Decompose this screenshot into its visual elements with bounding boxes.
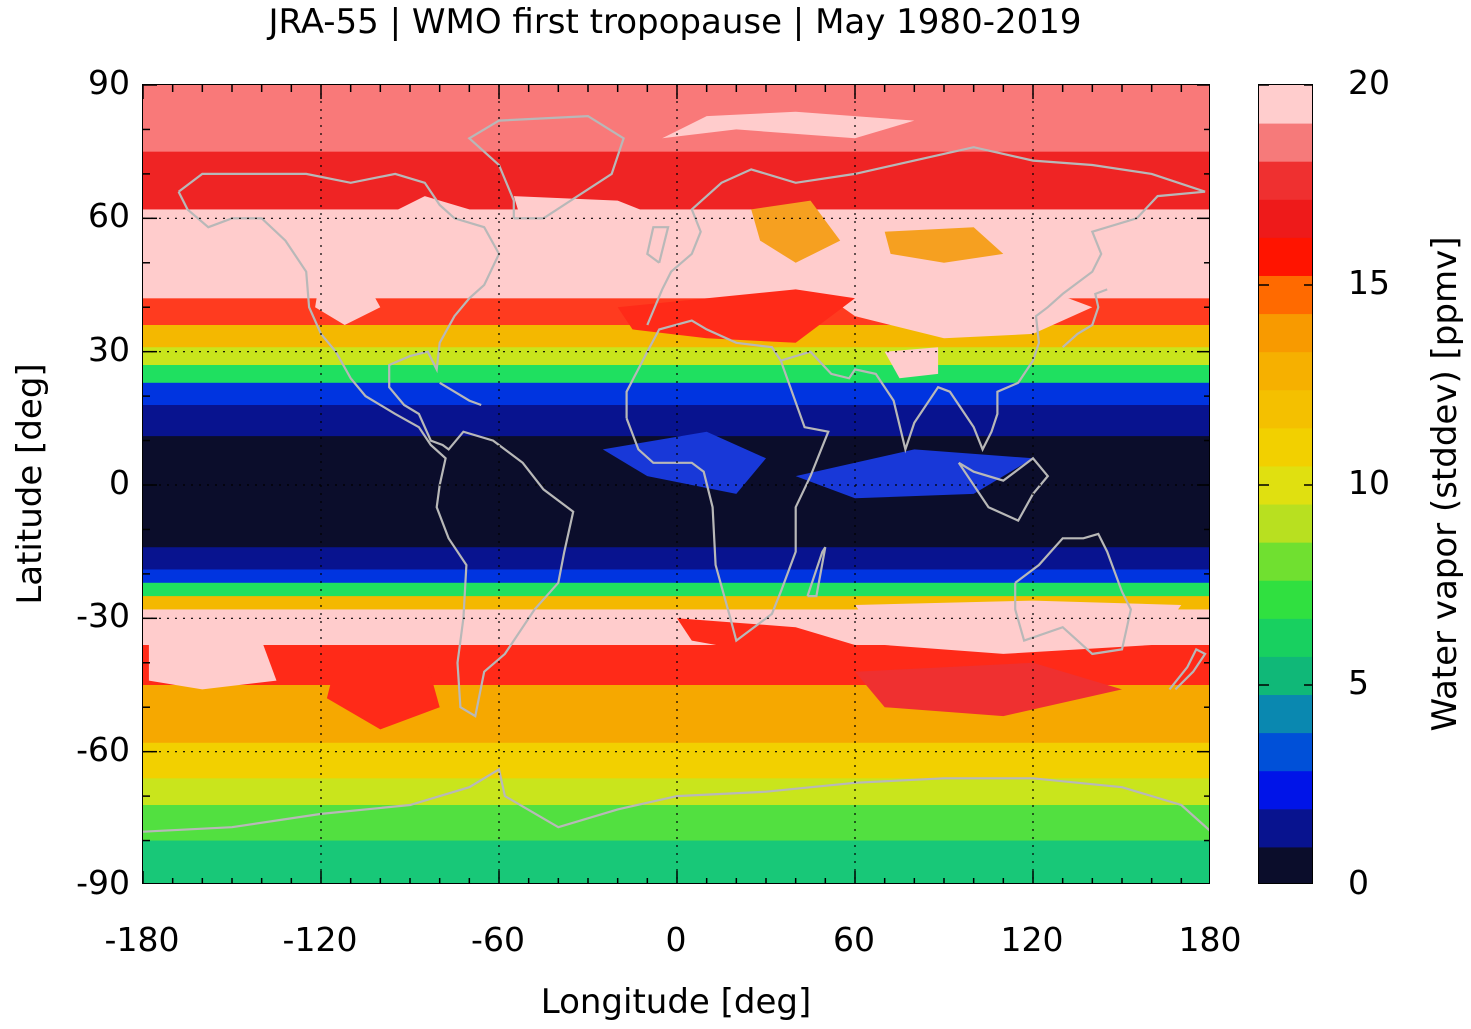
colorbar-segment-8 bbox=[1259, 542, 1312, 581]
field-blob-12 bbox=[677, 618, 855, 654]
coastline-10 bbox=[143, 767, 1209, 833]
field-blob-2 bbox=[315, 271, 381, 325]
y-tick-label: -90 bbox=[76, 863, 130, 902]
colorbar-segment-15 bbox=[1259, 275, 1312, 315]
field-blob-0 bbox=[380, 196, 499, 281]
colorbar-segment-6 bbox=[1259, 618, 1312, 657]
field-blob-3 bbox=[810, 280, 1093, 339]
x-tick-label: 0 bbox=[665, 920, 687, 959]
map-svg bbox=[143, 85, 1209, 883]
colorbar-segment-17 bbox=[1259, 199, 1312, 238]
lat-band-11 bbox=[143, 569, 1209, 584]
coastline-0 bbox=[177, 172, 575, 718]
field-blob-14 bbox=[855, 600, 1182, 654]
field-blob-6 bbox=[751, 200, 841, 263]
colorbar-segment-12 bbox=[1259, 389, 1312, 429]
colorbar-tick-label: 5 bbox=[1348, 663, 1369, 702]
x-tick-label: -180 bbox=[104, 920, 180, 959]
coastline-5 bbox=[806, 546, 827, 598]
colorbar-segment-9 bbox=[1259, 504, 1312, 543]
field-blob-11 bbox=[326, 653, 440, 730]
chart-title: JRA-55 | WMO first tropopause | May 1980… bbox=[268, 2, 1082, 42]
colorbar-segment-2 bbox=[1259, 770, 1312, 810]
coastline-7 bbox=[957, 456, 1050, 523]
colorbar-segment-5 bbox=[1259, 656, 1312, 696]
colorbar-segment-4 bbox=[1259, 694, 1312, 734]
y-tick-label: -60 bbox=[76, 729, 130, 769]
colorbar-tick-label: 15 bbox=[1348, 263, 1390, 302]
field-blob-5 bbox=[884, 347, 939, 379]
colorbar-segment-7 bbox=[1259, 580, 1312, 619]
field-blob-15 bbox=[855, 662, 1122, 717]
y-tick-label: 90 bbox=[88, 63, 130, 102]
colorbar-segment-14 bbox=[1259, 313, 1312, 353]
y-tick-label: 30 bbox=[88, 329, 130, 369]
lat-band-8 bbox=[143, 405, 1209, 437]
coastline-4 bbox=[780, 190, 1206, 454]
colorbar-tick-label: 20 bbox=[1348, 63, 1390, 102]
lat-band-1 bbox=[143, 151, 1209, 210]
colorbar-segment-20 bbox=[1259, 85, 1312, 124]
x-tick-label: 60 bbox=[833, 920, 875, 959]
colorbar-tick-label: 10 bbox=[1348, 463, 1390, 502]
colorbar-segment-19 bbox=[1259, 123, 1312, 162]
coastline-8 bbox=[1061, 288, 1108, 349]
field-blob-13 bbox=[148, 640, 277, 690]
grid-lines bbox=[143, 85, 1209, 883]
y-axis-label: Latitude [deg] bbox=[10, 363, 50, 605]
coastline-9 bbox=[1168, 647, 1207, 691]
colorbar-segment-1 bbox=[1259, 808, 1312, 848]
x-tick-label: 120 bbox=[1000, 920, 1064, 959]
field-blob-7 bbox=[884, 227, 1004, 263]
y-tick-label: 60 bbox=[88, 196, 130, 236]
colorbar-segment-0 bbox=[1259, 846, 1312, 883]
lat-band-6 bbox=[143, 365, 1209, 384]
tick-marks bbox=[143, 85, 1209, 883]
colorbar-svg bbox=[1259, 85, 1312, 883]
coastline-11 bbox=[439, 381, 482, 407]
coastline-2 bbox=[646, 146, 1206, 326]
colorbar-segment-11 bbox=[1259, 427, 1312, 467]
coastline-12 bbox=[646, 226, 670, 264]
map-plot-area bbox=[142, 84, 1210, 884]
field-features bbox=[148, 111, 1182, 730]
lat-band-12 bbox=[143, 582, 1209, 597]
y-tick-label: 0 bbox=[109, 463, 130, 502]
colorbar bbox=[1258, 84, 1313, 884]
field-blob-4 bbox=[662, 111, 915, 139]
coastline-3 bbox=[625, 319, 830, 643]
colorbar-segment-18 bbox=[1259, 161, 1312, 200]
colorbar-segment-13 bbox=[1259, 351, 1312, 391]
colorbar-tick-label: 0 bbox=[1348, 863, 1369, 902]
coastline-1 bbox=[467, 114, 625, 220]
lat-band-17 bbox=[143, 742, 1209, 779]
x-tick-label: -120 bbox=[282, 920, 358, 959]
y-tick-label: -30 bbox=[76, 596, 130, 636]
colorbar-label: Water vapor (stddev) [ppmv] bbox=[1425, 236, 1465, 732]
x-tick-label: -60 bbox=[471, 920, 525, 959]
coastlines bbox=[143, 114, 1209, 833]
colorbar-segment-16 bbox=[1259, 237, 1312, 276]
colorbar-segment-3 bbox=[1259, 732, 1312, 772]
lat-band-5 bbox=[143, 347, 1209, 366]
x-axis-label: Longitude [deg] bbox=[540, 982, 812, 1022]
x-tick-label: 180 bbox=[1178, 920, 1242, 959]
lat-band-19 bbox=[143, 805, 1209, 842]
lat-band-10 bbox=[143, 547, 1209, 570]
lat-band-7 bbox=[143, 382, 1209, 406]
coastline-6 bbox=[1014, 532, 1133, 656]
field-blob-1 bbox=[513, 196, 663, 245]
